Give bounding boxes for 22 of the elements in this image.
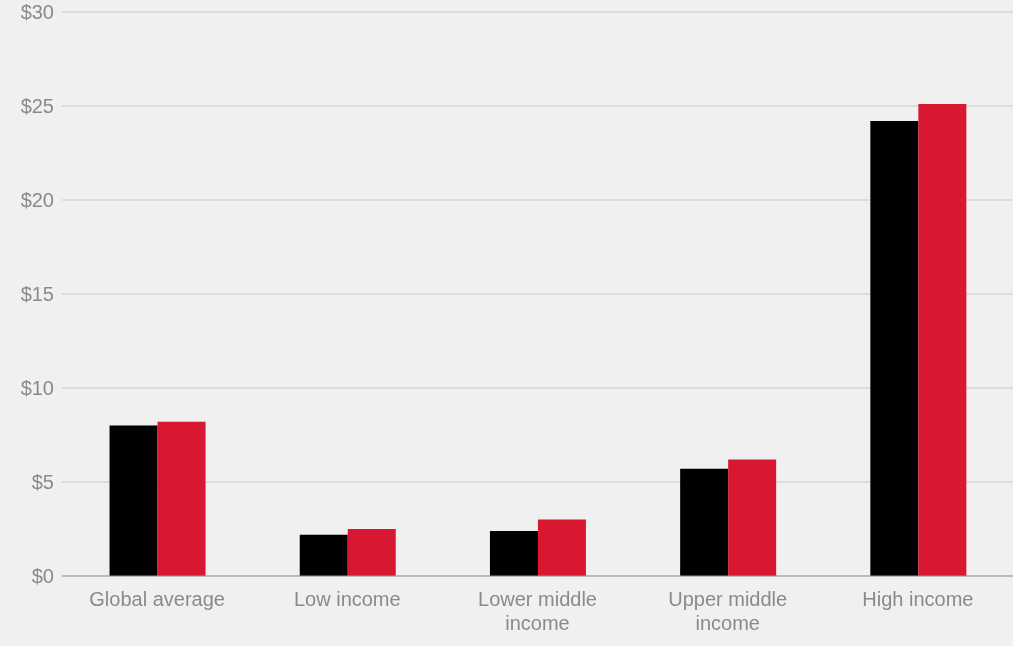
x-tick-label: Global average (89, 588, 225, 610)
bar (918, 104, 967, 576)
bar (157, 421, 206, 576)
y-tick-label: $5 (31, 471, 54, 494)
bar (347, 529, 396, 576)
x-tick-label: Upper middle income (668, 588, 788, 634)
bar (870, 121, 919, 576)
y-tick-label: $30 (20, 1, 54, 24)
bar (489, 530, 538, 576)
y-tick-label: $10 (20, 377, 54, 400)
bar (537, 519, 586, 576)
y-tick-label: $20 (20, 189, 54, 212)
y-tick-label: $15 (20, 283, 54, 306)
bar (299, 534, 348, 576)
y-tick-label: $25 (20, 95, 54, 118)
y-tick-label: $0 (31, 565, 54, 588)
bar (680, 468, 729, 576)
x-tick-label: High income (862, 588, 974, 610)
bar (728, 459, 777, 576)
bar (109, 425, 158, 576)
x-tick-label: Lower middle income (478, 588, 597, 634)
x-tick-label: Low income (293, 588, 401, 610)
